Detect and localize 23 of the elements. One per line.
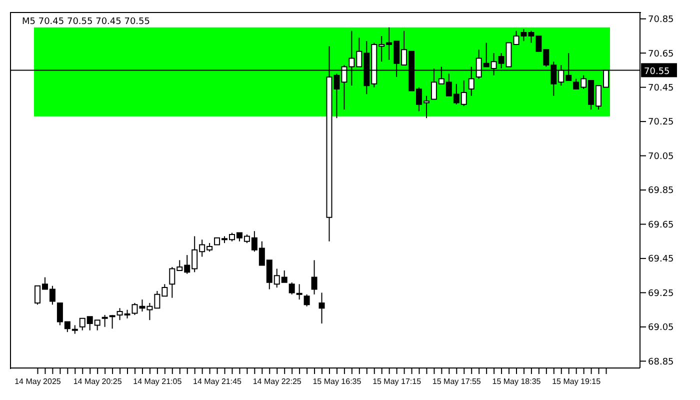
y-tick-label: 70.65 [648, 49, 674, 60]
y-tick-label: 68.85 [648, 357, 674, 368]
x-tick-label: 15 May 16:35 [312, 377, 362, 386]
x-tick-label: 14 May 21:45 [193, 377, 242, 386]
x-tick-label: 15 May 17:15 [372, 377, 422, 386]
y-tick-label: 69.05 [648, 323, 674, 334]
x-tick-label: 14 May 20:25 [73, 377, 122, 386]
text: M5 70.45 70.55 70.45 70.55 [22, 17, 150, 27]
x-tick-label: 15 May 19:15 [552, 377, 602, 386]
x-tick-label: 15 May 17:55 [432, 377, 482, 386]
y-tick-label: 69.45 [648, 254, 674, 265]
y-tick-label: 70.85 [648, 15, 674, 26]
y-tick-label: 69.25 [648, 288, 674, 299]
ref-line-label: 70.55 [644, 67, 670, 78]
y-tick-label: 69.85 [648, 186, 674, 196]
x-tick-label: 14 May 22:25 [252, 377, 302, 386]
y-tick-label: 70.25 [648, 118, 674, 128]
x-tick-label: 14 May 21:05 [133, 377, 182, 386]
x-tick-label: 15 May 18:35 [492, 377, 542, 386]
x-tick-label: 14 May 2025 [14, 377, 62, 386]
y-tick-label: 69.65 [648, 220, 674, 230]
y-tick-label: 70.05 [648, 152, 674, 162]
y-tick-label: 70.45 [648, 84, 674, 94]
